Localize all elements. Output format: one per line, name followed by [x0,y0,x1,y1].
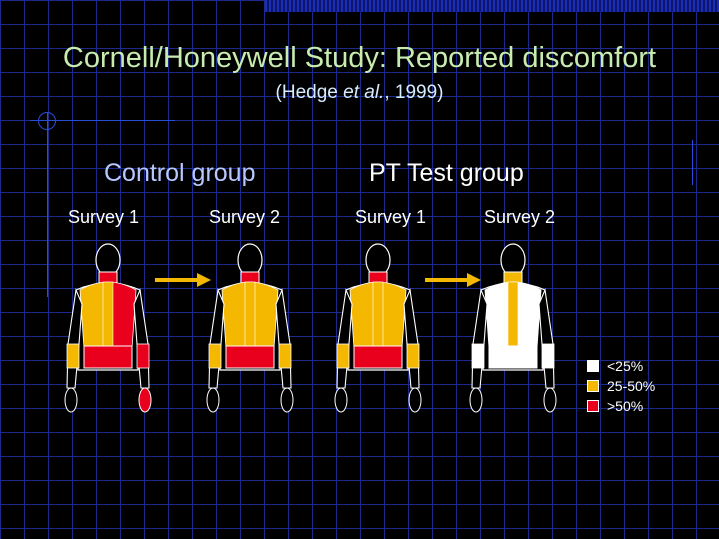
head-shape [365,243,391,277]
right-hand-outline [138,387,152,413]
lower-back-region [225,345,275,369]
legend-item-high: >50% [587,396,655,416]
right-hand-outline [543,387,557,413]
legend-label-high: >50% [607,398,644,414]
body-figure-control-survey-1 [64,243,152,413]
left-hand-outline [206,387,220,413]
right-hand-outline [280,387,294,413]
body-figure-pt-survey-2 [469,243,557,413]
right-forearm-region [541,343,555,369]
right-arm-outline [538,287,555,389]
lower-back-region [353,345,403,369]
left-arm-outline [208,287,225,389]
head-shape [95,243,121,277]
pt-test-group-heading: PT Test group [369,159,524,187]
pt-survey-1-label: Survey 1 [355,207,427,227]
right-hand-outline [408,387,422,413]
slide-title: Cornell/Honeywell Study: Reported discom… [62,42,657,74]
head-shape [500,243,526,277]
right-arm-outline [403,287,420,389]
spine-region [102,281,114,349]
left-arm-outline [471,287,488,389]
discomfort-legend: <25% 25-50% >50% [587,356,655,416]
control-survey-2-label: Survey 2 [209,207,281,227]
legend-swatch-high [587,400,599,412]
legend-item-mid: 25-50% [587,376,655,396]
right-forearm-region [406,343,420,369]
right-forearm-region [136,343,150,369]
spine-region [372,281,384,349]
top-decorative-bar [265,0,719,12]
body-figure-control-survey-2 [206,243,294,413]
legend-label-low: <25% [607,358,644,374]
left-arm-outline [336,287,353,389]
decorative-circle [38,112,56,130]
spine-region [244,281,256,349]
right-forearm-region [278,343,292,369]
control-survey-1-label: Survey 1 [68,207,140,227]
citation-italic: et al. [343,82,385,103]
legend-label-mid: 25-50% [607,378,656,394]
head-shape [237,243,263,277]
left-hand-outline [334,387,348,413]
left-forearm-region [208,343,222,369]
left-forearm-region [471,343,485,369]
spine-region [507,281,519,349]
right-arm-outline [275,287,292,389]
left-forearm-region [336,343,350,369]
legend-swatch-low [587,360,599,372]
slide-citation: (Hedge et al., 1999) [0,82,719,104]
left-forearm-region [66,343,80,369]
citation-suffix: , 1999) [384,82,444,103]
pt-survey-2-label: Survey 2 [484,207,556,227]
left-hand-outline [469,387,483,413]
legend-swatch-mid [587,380,599,392]
left-hand-outline [64,387,78,413]
lower-back-region [83,345,133,369]
citation-prefix: (Hedge [275,82,344,103]
decorative-line-right [692,140,693,185]
control-progress-arrow [155,273,211,287]
right-arm-outline [133,287,150,389]
left-arm-outline [66,287,83,389]
decorative-line-horizontal [30,120,175,121]
legend-item-low: <25% [587,356,655,376]
pt-progress-arrow [425,273,481,287]
lower-back-region [488,345,538,369]
body-figure-pt-survey-1 [334,243,422,413]
control-group-heading: Control group [104,159,256,187]
decorative-line-vertical [47,112,48,297]
